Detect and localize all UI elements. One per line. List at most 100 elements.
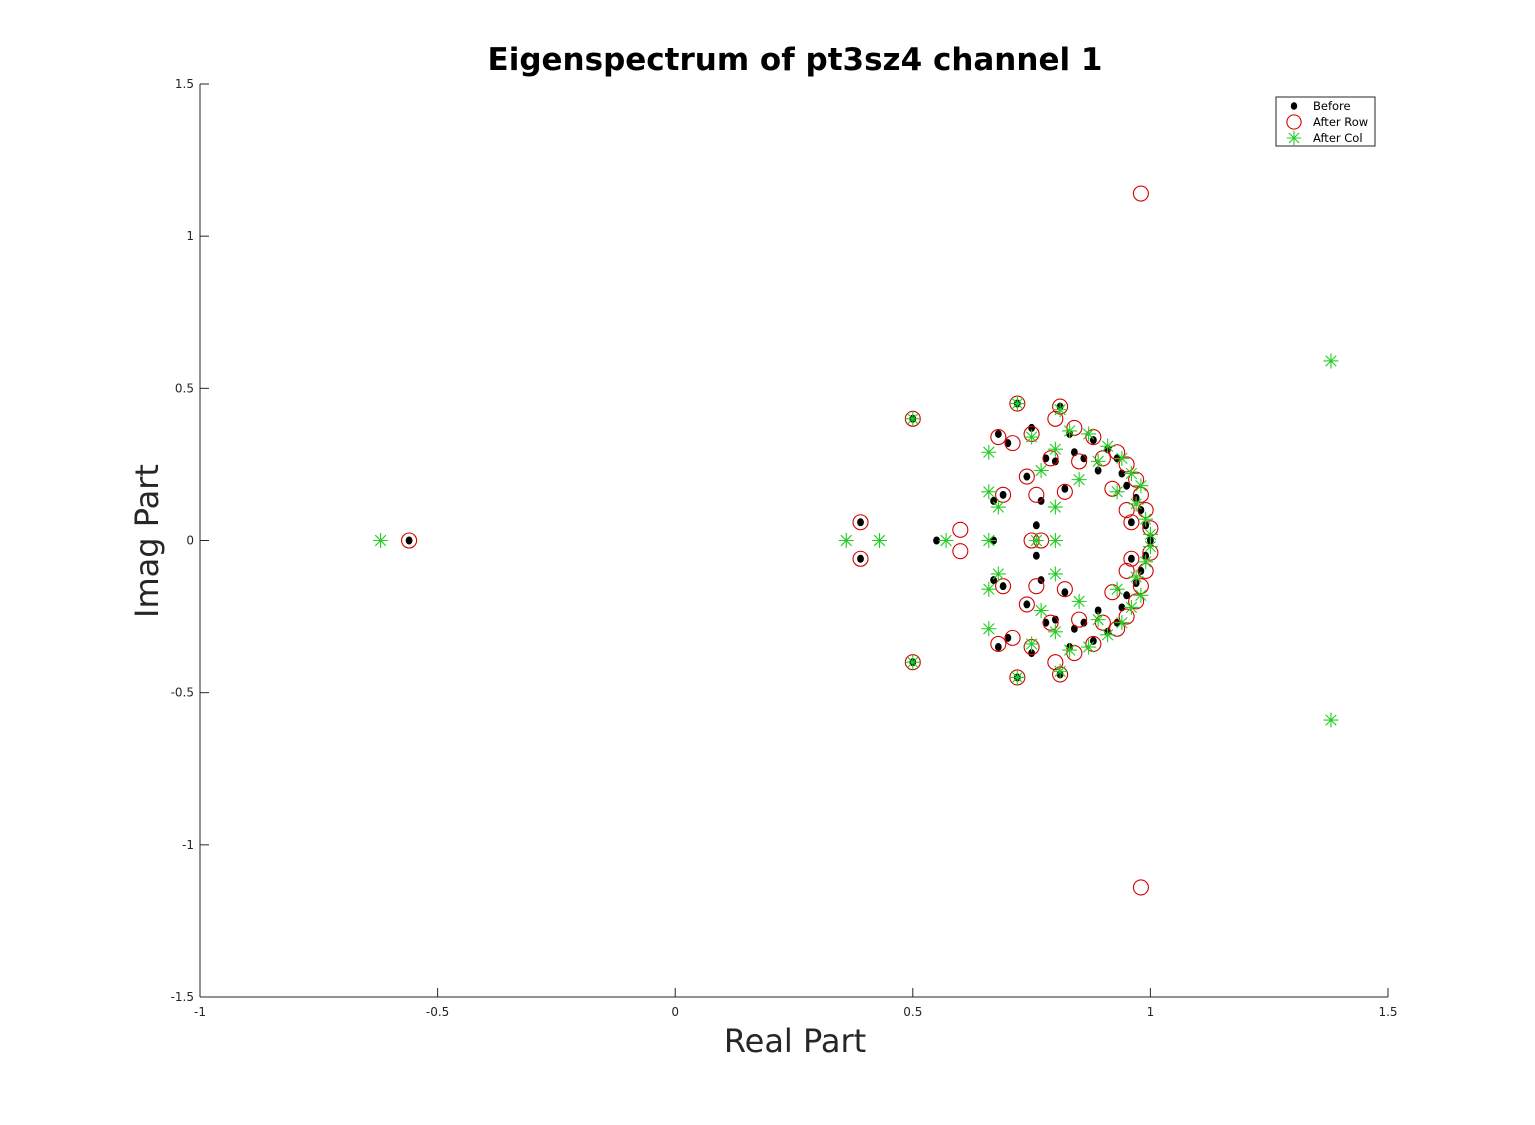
data-point: [1129, 570, 1144, 585]
data-point: [857, 555, 864, 563]
data-point: [905, 411, 920, 426]
x-axis-title: Real Part: [724, 1022, 866, 1060]
data-point: [872, 533, 887, 548]
data-point: [1124, 600, 1139, 615]
legend: Before After Row After Col: [1276, 97, 1375, 146]
data-point: [1081, 640, 1096, 655]
data-point: [1048, 624, 1063, 639]
data-point: [1090, 436, 1097, 444]
data-point: [1029, 579, 1044, 594]
data-point: [1033, 521, 1040, 529]
data-point: [1023, 473, 1030, 481]
data-point: [1323, 353, 1338, 368]
data-point: [1053, 664, 1068, 679]
data-point: [1091, 612, 1106, 627]
data-point: [981, 533, 996, 548]
y-tick-label: 0.5: [175, 381, 194, 395]
x-tick-label: 1.5: [1378, 1005, 1397, 1019]
data-point: [1133, 880, 1148, 895]
data-point: [373, 533, 388, 548]
data-point: [981, 445, 996, 460]
plot-area: [373, 186, 1338, 895]
data-point: [1034, 463, 1049, 478]
y-tick-label: -1.5: [171, 990, 194, 1004]
data-point: [1029, 533, 1044, 548]
data-point: [1143, 539, 1158, 554]
data-point: [1128, 555, 1135, 563]
x-tick-label: 1: [1147, 1005, 1155, 1019]
data-point: [1133, 588, 1148, 603]
data-point: [1133, 186, 1148, 201]
data-point: [905, 655, 920, 670]
data-point: [1138, 512, 1153, 527]
data-point: [1119, 563, 1134, 578]
x-tick-label: -0.5: [426, 1005, 449, 1019]
data-point: [991, 566, 1006, 581]
legend-label: Before: [1313, 99, 1351, 113]
data-point: [981, 621, 996, 636]
data-point: [1133, 478, 1148, 493]
data-point: [1110, 484, 1125, 499]
data-point: [981, 484, 996, 499]
x-ticks: -1 -0.5 0 0.5 1 1.5: [194, 988, 1398, 1019]
legend-marker: [1291, 102, 1297, 110]
y-tick-label: 1.5: [175, 77, 194, 91]
legend-label: After Row: [1313, 115, 1368, 129]
y-tick-label: -1: [182, 838, 194, 852]
data-point: [1033, 552, 1040, 560]
data-point: [1024, 636, 1039, 651]
legend-marker: [1287, 131, 1301, 145]
data-point: [1010, 396, 1025, 411]
data-point: [1100, 627, 1115, 642]
y-tick-label: 1: [186, 229, 194, 243]
x-tick-label: -1: [194, 1005, 206, 1019]
data-point: [1048, 442, 1063, 457]
data-point: [995, 430, 1002, 438]
data-point: [1034, 603, 1049, 618]
data-point: [1072, 472, 1087, 487]
y-ticks: -1.5 -1 -0.5 0 0.5 1 1.5: [171, 77, 209, 1004]
data-point: [1010, 670, 1025, 685]
series-after-row: [402, 186, 1158, 895]
data-point: [1119, 503, 1134, 518]
data-point: [1062, 643, 1077, 658]
data-point: [1029, 487, 1044, 502]
data-point: [1091, 454, 1106, 469]
data-point: [839, 533, 854, 548]
data-point: [1090, 637, 1097, 645]
data-point: [1129, 496, 1144, 511]
data-point: [953, 522, 968, 537]
data-point: [1110, 582, 1125, 597]
y-axis-title: Imag Part: [128, 464, 166, 618]
chart-title: Eigenspectrum of pt3sz4 channel 1: [488, 42, 1103, 78]
data-point: [1072, 594, 1087, 609]
data-point: [953, 544, 968, 559]
data-point: [857, 518, 864, 526]
data-point: [1114, 451, 1129, 466]
series-after-col: [373, 353, 1338, 727]
data-point: [1023, 600, 1030, 608]
data-point: [1128, 518, 1135, 526]
data-point: [995, 643, 1002, 651]
data-point: [406, 537, 413, 545]
data-point: [1061, 588, 1068, 596]
data-point: [1048, 566, 1063, 581]
y-tick-label: 0: [186, 534, 194, 548]
data-point: [1081, 426, 1096, 441]
data-point: [1138, 554, 1153, 569]
data-point: [1100, 439, 1115, 454]
data-point: [1048, 500, 1063, 515]
data-point: [1024, 430, 1039, 445]
data-point: [1000, 582, 1007, 590]
data-point: [1323, 713, 1338, 728]
data-point: [1053, 402, 1068, 417]
data-point: [1124, 466, 1139, 481]
legend-label: After Col: [1313, 131, 1363, 145]
data-point: [981, 582, 996, 597]
data-point: [939, 533, 954, 548]
data-point: [1048, 533, 1063, 548]
data-point: [1000, 491, 1007, 499]
x-tick-label: 0: [671, 1005, 679, 1019]
